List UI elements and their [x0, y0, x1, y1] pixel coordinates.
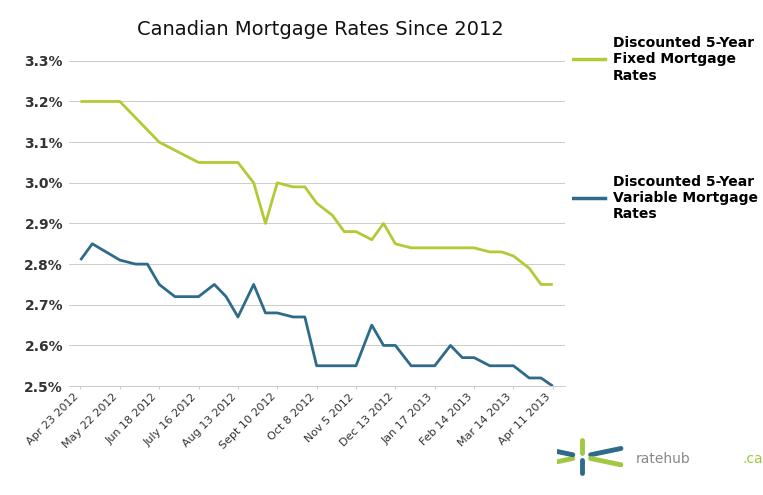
Text: .ca: .ca [742, 452, 763, 466]
Text: ratehub: ratehub [636, 452, 690, 466]
Text: Discounted 5-Year
Fixed Mortgage
Rates: Discounted 5-Year Fixed Mortgage Rates [613, 36, 754, 83]
Text: Canadian Mortgage Rates Since 2012: Canadian Mortgage Rates Since 2012 [137, 20, 504, 39]
Text: Discounted 5-Year
Variable Mortgage
Rates: Discounted 5-Year Variable Mortgage Rate… [613, 175, 758, 221]
